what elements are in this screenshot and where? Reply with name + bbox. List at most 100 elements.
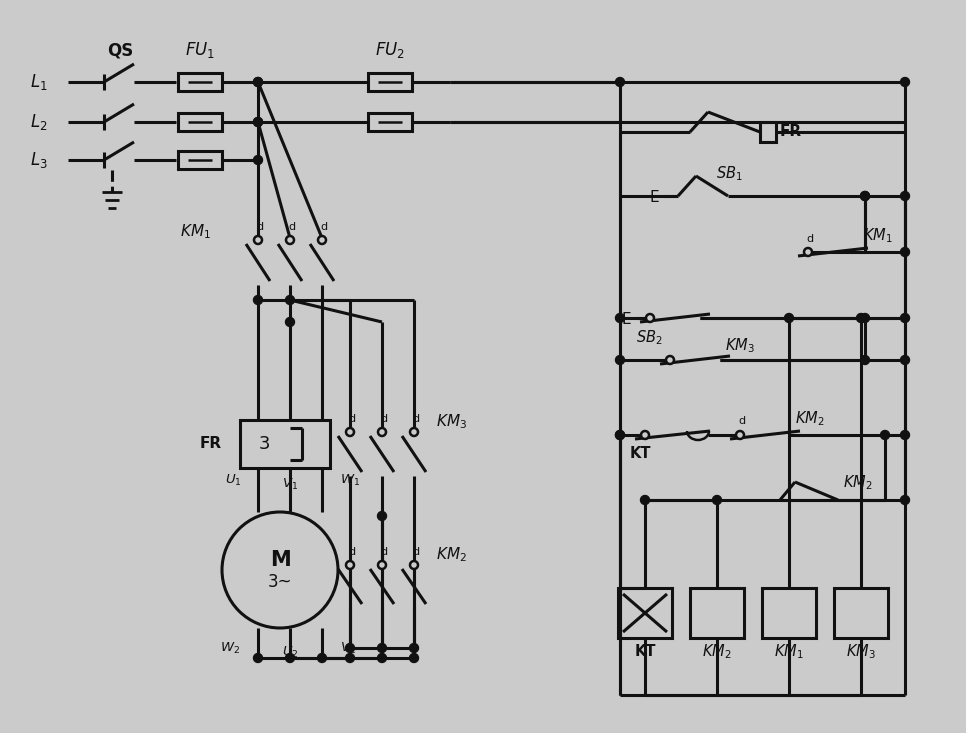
Circle shape [253, 117, 263, 127]
Circle shape [784, 314, 793, 323]
Circle shape [253, 78, 263, 86]
Text: $FU_1$: $FU_1$ [185, 40, 215, 60]
Text: $W_1$: $W_1$ [340, 473, 360, 487]
Text: QS: QS [107, 41, 133, 59]
Circle shape [253, 654, 263, 663]
Circle shape [378, 428, 386, 436]
Bar [760, 122, 776, 142]
Circle shape [900, 78, 910, 86]
Circle shape [253, 295, 263, 304]
Bar [618, 588, 672, 638]
Text: $L_1$: $L_1$ [30, 72, 47, 92]
Bar [368, 73, 412, 91]
Text: $KM_3$: $KM_3$ [725, 336, 754, 356]
Text: $KM_1$: $KM_1$ [774, 643, 804, 661]
Text: $L_3$: $L_3$ [30, 150, 47, 170]
Circle shape [318, 236, 326, 244]
Circle shape [900, 356, 910, 364]
Text: $KM_1$: $KM_1$ [180, 223, 211, 241]
Text: FR: FR [200, 436, 222, 452]
Text: $SB_2$: $SB_2$ [636, 328, 663, 347]
Circle shape [254, 236, 262, 244]
Text: d: d [381, 414, 387, 424]
Bar [178, 73, 222, 91]
Text: 3~: 3~ [268, 573, 293, 591]
Circle shape [641, 431, 649, 439]
Circle shape [346, 654, 355, 663]
Circle shape [253, 155, 263, 164]
Circle shape [318, 654, 327, 663]
Text: $U_1$: $U_1$ [225, 473, 242, 487]
Text: E: E [621, 312, 631, 328]
Circle shape [615, 430, 624, 440]
Text: $L_2$: $L_2$ [30, 112, 47, 132]
Circle shape [253, 117, 263, 127]
Bar [834, 588, 888, 638]
Text: FR: FR [780, 125, 802, 139]
Text: $V_1$: $V_1$ [282, 476, 298, 492]
Circle shape [861, 191, 869, 201]
Text: $KM_2$: $KM_2$ [436, 545, 467, 564]
Text: d: d [738, 416, 746, 426]
Text: d: d [412, 414, 419, 424]
Circle shape [346, 644, 355, 652]
Text: $W_2$: $W_2$ [220, 641, 240, 655]
Circle shape [253, 78, 263, 86]
Circle shape [410, 561, 418, 569]
Circle shape [861, 356, 869, 364]
Circle shape [410, 644, 418, 652]
Circle shape [666, 356, 674, 364]
Text: KT: KT [630, 446, 651, 460]
Circle shape [804, 248, 812, 256]
Circle shape [900, 314, 910, 323]
Text: $V_2$: $V_2$ [340, 641, 355, 655]
Text: $SB_1$: $SB_1$ [716, 165, 743, 183]
Circle shape [900, 430, 910, 440]
Text: d: d [807, 234, 813, 244]
Circle shape [736, 431, 744, 439]
Text: KT: KT [635, 644, 656, 660]
Circle shape [378, 512, 386, 520]
Circle shape [900, 191, 910, 201]
Circle shape [880, 430, 890, 440]
Circle shape [861, 191, 869, 201]
Bar [178, 113, 222, 131]
Text: $FU_2$: $FU_2$ [375, 40, 405, 60]
Text: $KM_2$: $KM_2$ [702, 643, 732, 661]
Bar [368, 113, 412, 131]
Circle shape [640, 496, 649, 504]
Text: d: d [349, 547, 355, 557]
Circle shape [222, 512, 338, 628]
Circle shape [378, 654, 386, 663]
Text: d: d [256, 222, 264, 232]
Bar [178, 151, 222, 169]
Text: $KM_2$: $KM_2$ [843, 474, 872, 493]
Bar [690, 588, 744, 638]
Text: d: d [381, 547, 387, 557]
Circle shape [615, 78, 624, 86]
Text: $KM_1$: $KM_1$ [863, 226, 893, 246]
Bar [762, 588, 816, 638]
Circle shape [286, 295, 295, 304]
Circle shape [286, 654, 295, 663]
Circle shape [646, 314, 654, 322]
Text: M: M [270, 550, 291, 570]
Circle shape [615, 356, 624, 364]
Circle shape [410, 428, 418, 436]
Circle shape [410, 654, 418, 663]
Text: $KM_3$: $KM_3$ [846, 643, 876, 661]
Circle shape [346, 561, 354, 569]
Circle shape [378, 644, 386, 652]
Text: d: d [289, 222, 296, 232]
Circle shape [615, 430, 624, 440]
Circle shape [900, 248, 910, 257]
Circle shape [286, 317, 295, 326]
Circle shape [615, 314, 624, 323]
Bar [240, 420, 330, 468]
Circle shape [286, 236, 294, 244]
Circle shape [900, 496, 910, 504]
Text: E: E [649, 191, 659, 205]
Text: d: d [321, 222, 327, 232]
Text: d: d [412, 547, 419, 557]
Text: $U_2$: $U_2$ [282, 644, 298, 660]
